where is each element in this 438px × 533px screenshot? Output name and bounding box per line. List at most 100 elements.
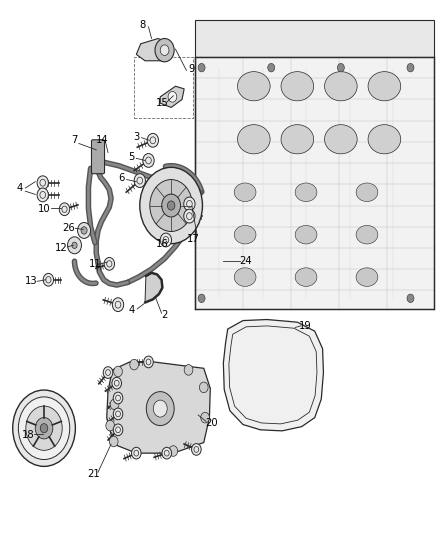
Text: 11: 11 xyxy=(88,259,101,269)
Circle shape xyxy=(130,359,138,370)
Polygon shape xyxy=(107,362,210,453)
Circle shape xyxy=(37,176,48,190)
Text: 7: 7 xyxy=(71,135,78,146)
Circle shape xyxy=(184,209,195,223)
Circle shape xyxy=(26,406,62,450)
Text: 4: 4 xyxy=(17,183,23,193)
Text: 13: 13 xyxy=(25,276,37,286)
Polygon shape xyxy=(223,319,323,431)
Text: 6: 6 xyxy=(118,173,125,183)
Ellipse shape xyxy=(234,268,256,286)
Circle shape xyxy=(162,194,180,217)
Circle shape xyxy=(155,38,174,62)
Ellipse shape xyxy=(368,71,401,101)
Circle shape xyxy=(147,133,159,147)
Text: 16: 16 xyxy=(156,239,169,249)
Circle shape xyxy=(112,377,121,389)
Circle shape xyxy=(113,424,123,435)
Text: 10: 10 xyxy=(38,204,50,214)
Circle shape xyxy=(131,447,141,459)
Ellipse shape xyxy=(281,125,314,154)
Ellipse shape xyxy=(295,268,317,286)
Text: 15: 15 xyxy=(156,98,169,108)
Circle shape xyxy=(106,420,115,431)
Circle shape xyxy=(150,180,192,231)
Circle shape xyxy=(198,63,205,72)
Text: 20: 20 xyxy=(205,418,218,428)
Circle shape xyxy=(184,197,195,211)
Circle shape xyxy=(35,417,53,439)
Circle shape xyxy=(198,294,205,303)
Text: 14: 14 xyxy=(96,135,109,146)
Circle shape xyxy=(134,174,145,188)
Text: 21: 21 xyxy=(87,470,100,479)
Circle shape xyxy=(37,188,48,202)
Ellipse shape xyxy=(368,125,401,154)
Circle shape xyxy=(168,92,177,102)
Text: 18: 18 xyxy=(22,430,35,440)
Polygon shape xyxy=(145,273,162,303)
Ellipse shape xyxy=(234,225,256,244)
Ellipse shape xyxy=(325,125,357,154)
Circle shape xyxy=(43,273,53,286)
Circle shape xyxy=(40,424,48,433)
Polygon shape xyxy=(195,57,434,309)
Circle shape xyxy=(113,298,124,312)
Polygon shape xyxy=(195,20,434,57)
Circle shape xyxy=(113,408,123,419)
Ellipse shape xyxy=(325,71,357,101)
Text: 3: 3 xyxy=(133,132,139,142)
Circle shape xyxy=(13,390,75,466)
Circle shape xyxy=(143,154,154,167)
Circle shape xyxy=(191,443,201,455)
Circle shape xyxy=(169,446,178,456)
Circle shape xyxy=(146,392,174,425)
Circle shape xyxy=(81,227,87,234)
Ellipse shape xyxy=(356,225,378,244)
Circle shape xyxy=(103,367,113,378)
Ellipse shape xyxy=(234,183,256,201)
Ellipse shape xyxy=(281,71,314,101)
Circle shape xyxy=(104,257,115,270)
Polygon shape xyxy=(160,86,184,108)
Circle shape xyxy=(184,365,193,375)
Circle shape xyxy=(407,63,414,72)
Circle shape xyxy=(160,45,169,55)
FancyBboxPatch shape xyxy=(92,140,105,174)
Text: 5: 5 xyxy=(128,152,134,162)
Ellipse shape xyxy=(295,225,317,244)
Circle shape xyxy=(140,167,202,244)
Circle shape xyxy=(160,233,172,247)
Ellipse shape xyxy=(356,268,378,286)
Text: 4: 4 xyxy=(129,305,135,315)
Circle shape xyxy=(144,356,153,368)
Polygon shape xyxy=(136,38,173,61)
Circle shape xyxy=(113,392,123,404)
Circle shape xyxy=(153,400,167,417)
Text: 12: 12 xyxy=(55,243,68,253)
Circle shape xyxy=(114,366,122,377)
Circle shape xyxy=(199,382,208,393)
Text: 26: 26 xyxy=(63,223,75,233)
Text: 19: 19 xyxy=(299,321,311,331)
Text: 24: 24 xyxy=(239,256,251,266)
Text: 8: 8 xyxy=(140,20,146,30)
Circle shape xyxy=(110,436,118,447)
Ellipse shape xyxy=(237,71,270,101)
Circle shape xyxy=(110,399,119,410)
Circle shape xyxy=(407,294,414,303)
Ellipse shape xyxy=(356,183,378,201)
Circle shape xyxy=(337,63,344,72)
Circle shape xyxy=(78,222,91,238)
Text: 17: 17 xyxy=(187,234,199,244)
Ellipse shape xyxy=(237,125,270,154)
Circle shape xyxy=(162,447,172,459)
Circle shape xyxy=(18,397,70,459)
Circle shape xyxy=(268,63,275,72)
Circle shape xyxy=(201,413,209,423)
Circle shape xyxy=(67,237,81,254)
Text: 9: 9 xyxy=(189,64,195,74)
Circle shape xyxy=(72,242,77,248)
Circle shape xyxy=(59,203,70,216)
Circle shape xyxy=(167,201,175,210)
